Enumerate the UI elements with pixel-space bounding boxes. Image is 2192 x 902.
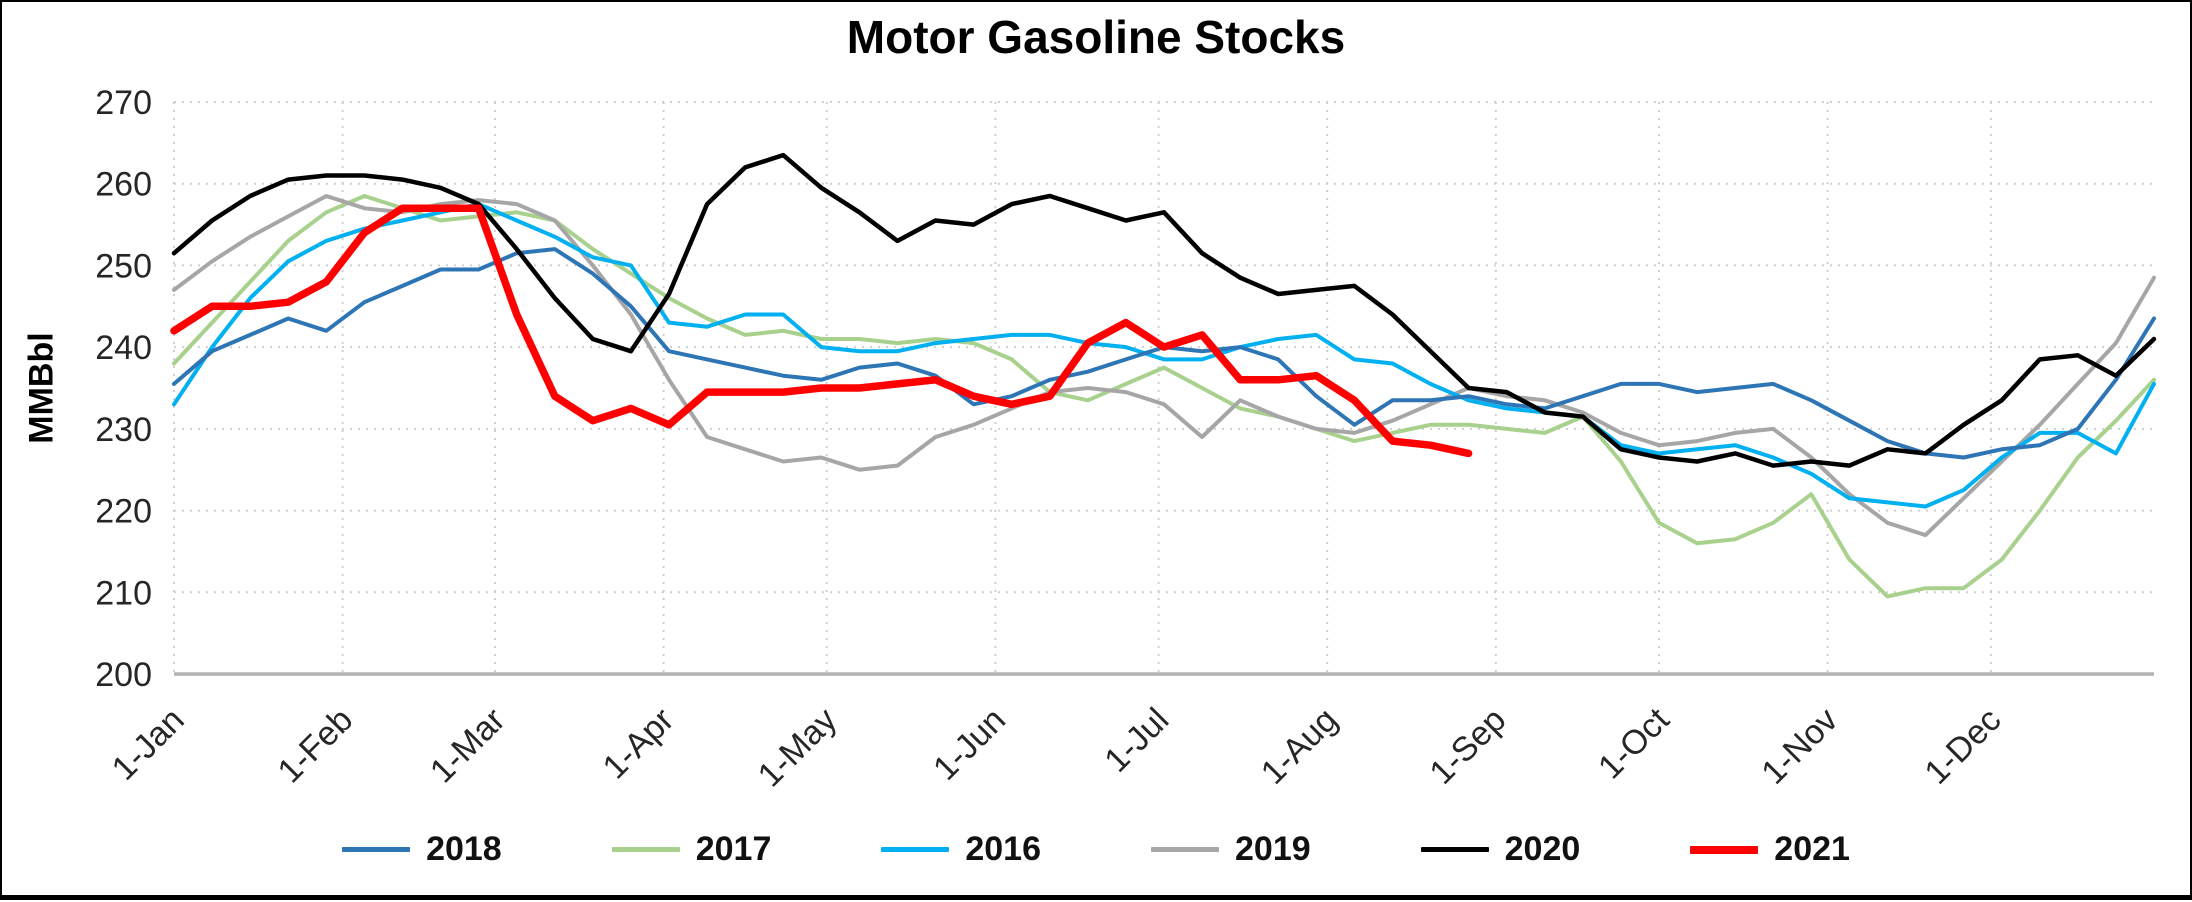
x-tick-label: 1-Nov xyxy=(1754,701,1845,792)
legend-swatch-2017 xyxy=(611,847,680,852)
legend-item-2021: 2021 xyxy=(1690,830,1850,869)
x-tick-label: 1-Apr xyxy=(596,701,682,787)
y-tick-label: 200 xyxy=(95,656,152,694)
y-tick-label: 250 xyxy=(95,247,152,285)
legend-swatch-2019 xyxy=(1151,847,1219,852)
y-tick-label: 260 xyxy=(95,166,152,204)
legend-swatch-2020 xyxy=(1420,847,1489,852)
x-tick-label: 1-Feb xyxy=(271,701,361,791)
x-tick-labels: 1-Jan 1-Feb 1-Mar 1-Apr 1-May 1-Jun 1-Jul 1-Aug… xyxy=(105,700,2009,794)
legend-label-2020: 2020 xyxy=(1504,830,1581,868)
x-tick-label: 1-Jan xyxy=(105,701,192,788)
legend-item-2018: 2018 xyxy=(342,830,502,869)
legend-label-2019: 2019 xyxy=(1235,830,1311,868)
series-line-2020 xyxy=(171,152,2157,468)
chart-title: Motor Gasoline Stocks xyxy=(846,11,1346,63)
legend-item-2019: 2019 xyxy=(1151,830,1311,869)
series-line-2021 xyxy=(170,204,1473,458)
series-line-2016 xyxy=(172,202,2156,509)
series-line-2018 xyxy=(172,247,2156,460)
x-tick-label: 1-Jul xyxy=(1097,701,1176,780)
x-tick-label: 1-Aug xyxy=(1254,701,1345,792)
series-line-2019 xyxy=(172,194,2156,538)
x-tick-label: 1-Oct xyxy=(1591,700,1677,786)
legend-label-2021: 2021 xyxy=(1774,830,1850,868)
x-tick-label: 1-May xyxy=(751,701,845,795)
y-tick-label: 270 xyxy=(95,84,152,122)
y-tick-label: 220 xyxy=(95,493,152,531)
x-tick-label: 1-Jun xyxy=(926,701,1013,788)
series-lines xyxy=(170,152,2157,599)
legend: 2018 2017 2016 2019 2020 2021 xyxy=(2,830,2190,869)
series-line-2017 xyxy=(172,194,2156,599)
x-tick-label: 1-Sep xyxy=(1422,701,1513,792)
y-tick-label: 240 xyxy=(95,329,152,367)
y-tick-labels: 200 210 220 230 240 250 260 270 xyxy=(95,84,152,694)
gridlines xyxy=(173,101,2154,676)
y-tick-label: 210 xyxy=(95,574,152,612)
legend-label-2018: 2018 xyxy=(426,830,502,868)
legend-item-2020: 2020 xyxy=(1420,830,1581,869)
x-tick-label: 1-Mar xyxy=(423,701,513,791)
legend-label-2016: 2016 xyxy=(965,830,1041,868)
y-tick-label: 230 xyxy=(95,411,152,449)
legend-swatch-2016 xyxy=(881,847,950,852)
legend-swatch-2018 xyxy=(342,847,411,852)
legend-item-2017: 2017 xyxy=(611,830,772,869)
x-tick-label: 1-Dec xyxy=(1917,701,2008,792)
legend-item-2016: 2016 xyxy=(881,830,1041,869)
legend-swatch-2021 xyxy=(1690,845,1759,854)
legend-label-2017: 2017 xyxy=(695,830,772,868)
